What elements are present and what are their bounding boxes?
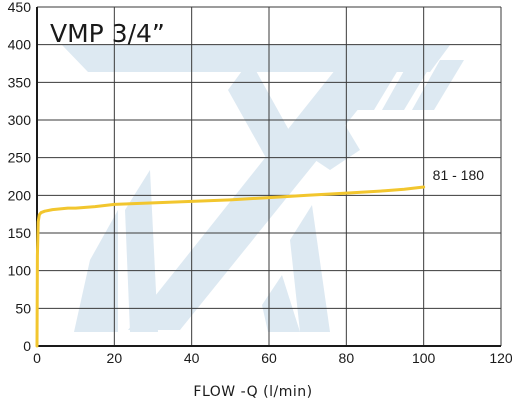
series-label: 81 - 180 xyxy=(433,167,485,183)
x-tick-label: 40 xyxy=(184,350,200,366)
y-axis-tick-labels: 0 50 100 150 200 250 300 350 400 450 xyxy=(8,0,32,354)
series-labels: 81 - 180 xyxy=(433,167,485,183)
x-tick-label: 0 xyxy=(33,350,41,366)
y-tick-label: 400 xyxy=(8,37,32,53)
y-tick-label: 0 xyxy=(23,338,31,354)
y-tick-label: 250 xyxy=(8,150,32,166)
x-tick-label: 60 xyxy=(261,350,277,366)
y-tick-label: 200 xyxy=(8,187,32,203)
series-lines xyxy=(35,185,426,348)
y-tick-label: 350 xyxy=(8,74,32,90)
y-tick-label: 300 xyxy=(8,112,32,128)
x-axis-title: FLOW -Q (l/min) xyxy=(193,384,312,400)
series-line xyxy=(35,185,426,348)
y-tick-label: 100 xyxy=(8,263,32,279)
chart-title: VMP 3/4” xyxy=(50,19,165,48)
x-tick-label: 80 xyxy=(339,350,355,366)
x-tick-label: 20 xyxy=(107,350,123,366)
y-tick-label: 150 xyxy=(8,225,32,241)
x-tick-label: 100 xyxy=(412,350,436,366)
x-tick-label: 120 xyxy=(489,350,512,366)
y-tick-label: 450 xyxy=(8,0,32,15)
y-tick-label: 50 xyxy=(15,300,31,316)
x-axis-tick-labels: 0 20 40 60 80 100 120 xyxy=(33,350,512,366)
